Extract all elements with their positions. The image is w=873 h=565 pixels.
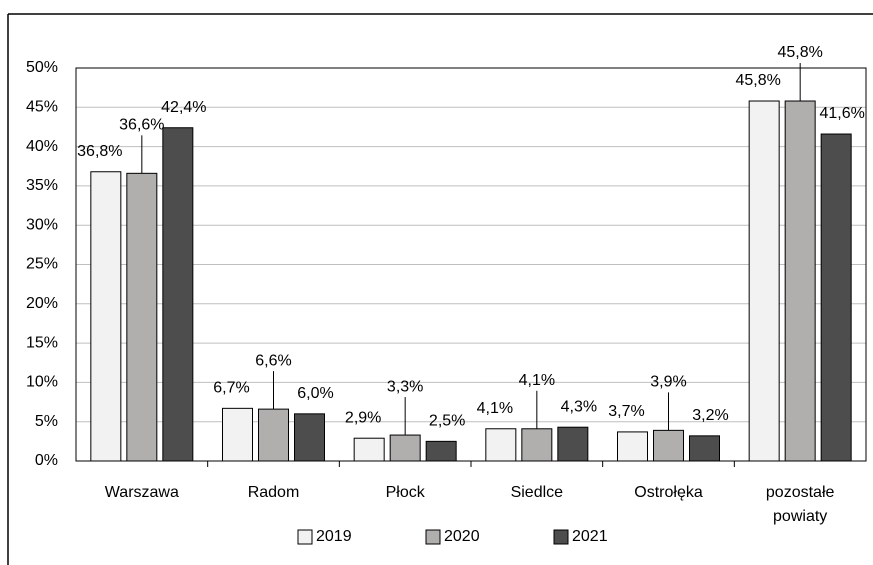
bar (258, 408, 289, 462)
legend-label: 2020 (444, 528, 480, 545)
data-label: 41,6% (819, 105, 864, 122)
bar (653, 429, 684, 462)
data-label: 42,4% (161, 99, 206, 116)
legend-label: 2021 (572, 528, 608, 545)
data-label: 2,9% (345, 409, 381, 426)
y-tick-label: 35% (26, 177, 58, 194)
data-label: 6,0% (297, 385, 333, 402)
data-label: 36,8% (77, 143, 122, 160)
data-label: 6,7% (213, 380, 249, 397)
y-tick-label: 0% (35, 452, 58, 469)
data-label: 3,3% (387, 378, 423, 395)
legend-swatch (553, 529, 569, 545)
x-tick-label: Ostrołęka (634, 484, 703, 501)
bar (90, 171, 122, 462)
x-tick-label: Warszawa (104, 484, 179, 501)
bar (425, 440, 457, 462)
bar (162, 127, 194, 462)
bar (126, 172, 158, 462)
bar (557, 426, 589, 462)
y-tick-label: 25% (26, 256, 58, 273)
y-tick-label: 40% (26, 138, 58, 155)
legend-label: 2019 (316, 528, 352, 545)
data-label: 4,1% (477, 400, 513, 417)
y-tick-label: 45% (26, 99, 58, 116)
x-tick-label: Radom (247, 484, 300, 501)
y-tick-label: 10% (26, 374, 58, 391)
data-label: 45,8% (735, 72, 780, 89)
bar (353, 437, 385, 462)
bar (485, 428, 517, 462)
bar (294, 413, 325, 462)
bar (521, 428, 553, 462)
data-label: 4,1% (519, 372, 555, 389)
bar (784, 100, 816, 462)
bar (820, 133, 852, 462)
data-label: 6,6% (255, 352, 291, 369)
data-label: 3,9% (650, 374, 686, 391)
bar (617, 431, 648, 462)
y-tick-label: 15% (26, 334, 58, 351)
x-tick-label: pozostałe powiaty (765, 484, 835, 525)
legend-swatch (425, 529, 441, 545)
x-tick-label: Płock (385, 484, 425, 501)
data-label: 3,2% (692, 407, 728, 424)
data-label: 36,6% (119, 117, 164, 134)
data-label: 4,3% (561, 398, 597, 415)
legend-swatch (297, 529, 313, 545)
bar (222, 407, 253, 462)
data-label: 2,5% (429, 413, 465, 430)
y-tick-label: 5% (35, 413, 58, 430)
y-tick-label: 30% (26, 216, 58, 233)
bar (748, 100, 780, 462)
data-label: 45,8% (777, 44, 822, 61)
x-tick-label: Siedlce (510, 484, 564, 501)
y-tick-label: 50% (26, 59, 58, 76)
data-label: 3,7% (608, 403, 644, 420)
y-tick-label: 20% (26, 295, 58, 312)
bar (389, 434, 421, 462)
bar (689, 435, 720, 462)
